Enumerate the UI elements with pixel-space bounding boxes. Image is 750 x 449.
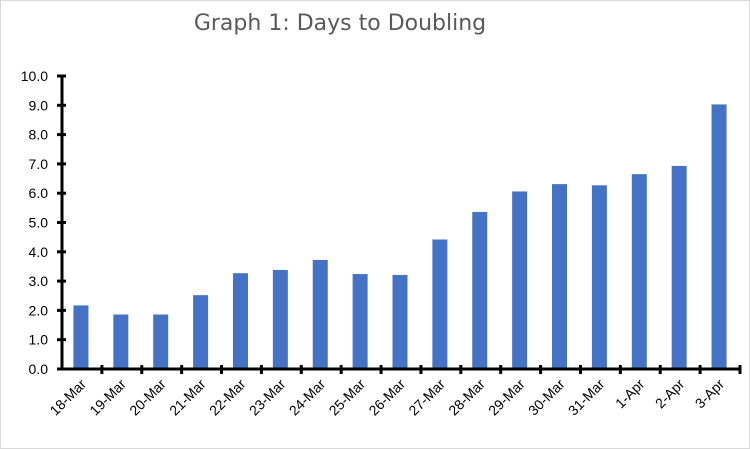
y-tick-label: 0.0 — [29, 361, 49, 377]
y-tick-label: 10.0 — [21, 68, 48, 84]
bar-26-Mar — [392, 274, 408, 369]
bar-21-Mar — [193, 295, 209, 369]
y-tick-label: 1.0 — [29, 332, 49, 348]
y-tick-label: 4.0 — [29, 244, 49, 260]
bar-22-Mar — [232, 273, 248, 369]
y-tick-label: 8.0 — [29, 127, 49, 143]
y-tick-label: 3.0 — [29, 273, 49, 289]
chart-title: Graph 1: Days to Doubling — [194, 11, 486, 36]
bar-23-Mar — [272, 269, 288, 369]
bar-24-Mar — [312, 260, 328, 369]
bar-20-Mar — [153, 314, 169, 369]
y-tick-label: 5.0 — [29, 215, 49, 231]
bar-27-Mar — [432, 239, 448, 369]
y-axis-ticks: 0.0 1.0 2.0 3.0 4.0 5.0 6.0 7.0 8.0 9.0 10.0 — [21, 68, 66, 377]
bars-group — [73, 104, 727, 370]
y-tick-label: 2.0 — [29, 302, 49, 318]
bar-3-Apr — [711, 104, 727, 370]
y-tick-label: 9.0 — [29, 97, 49, 113]
bar-28-Mar — [472, 211, 488, 369]
bar-25-Mar — [352, 274, 368, 369]
bar-18-Mar — [73, 305, 89, 369]
bar-30-Mar — [552, 184, 568, 369]
y-tick-label: 7.0 — [29, 156, 49, 172]
bar-2-Apr — [671, 165, 687, 369]
bar-19-Mar — [113, 314, 129, 369]
bar-1-Apr — [631, 174, 647, 369]
bar-31-Mar — [591, 185, 607, 369]
bar-29-Mar — [512, 191, 528, 369]
y-tick-label: 6.0 — [29, 185, 49, 201]
